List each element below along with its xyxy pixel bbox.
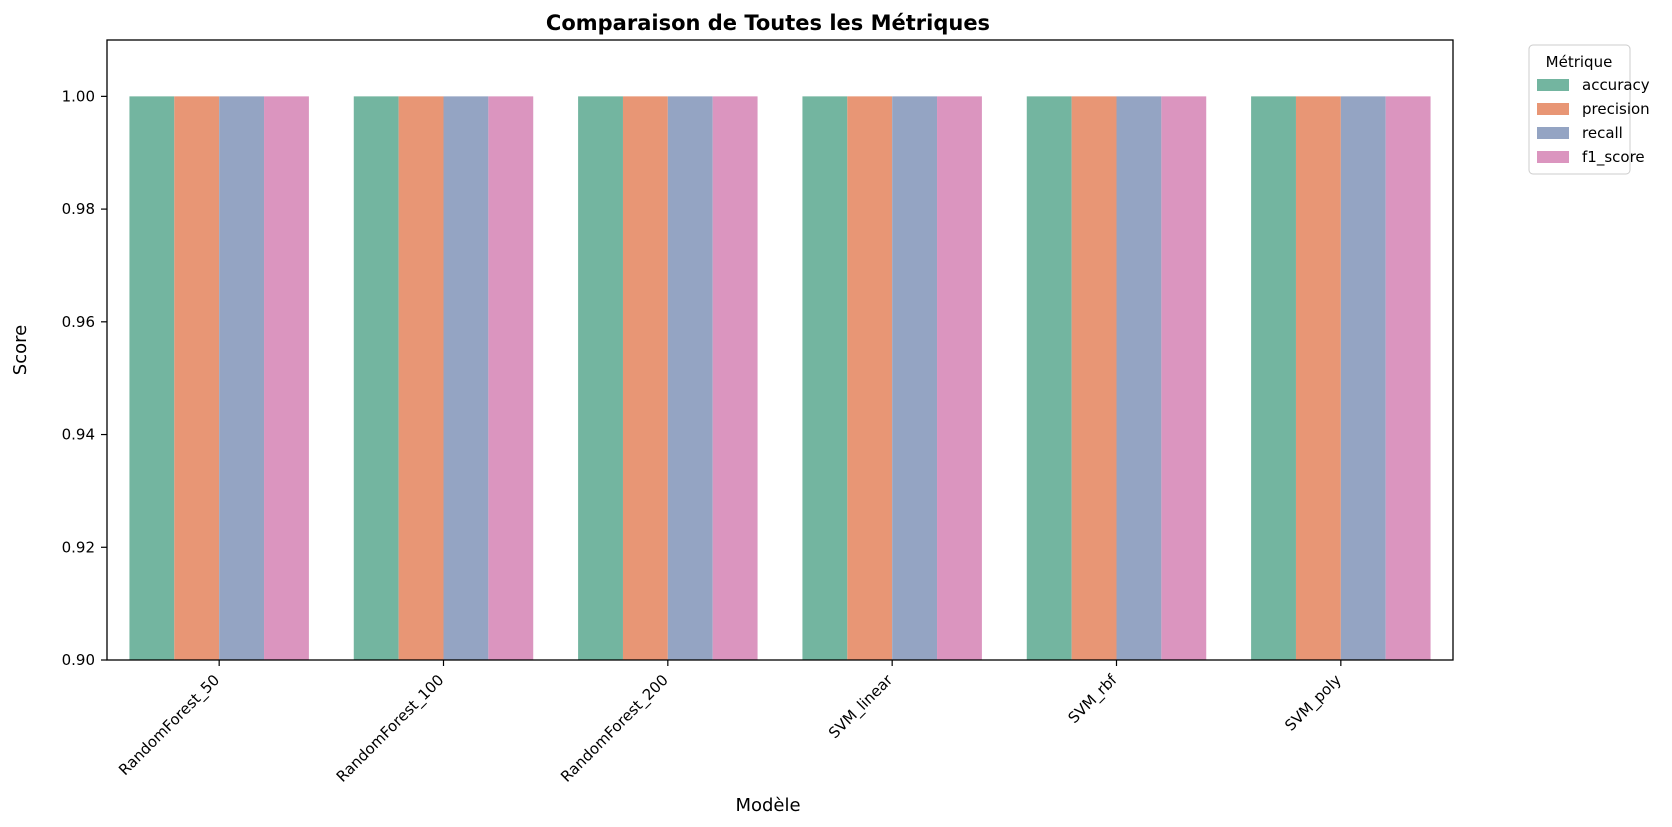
x-tick-label: SVM_poly — [1281, 671, 1345, 735]
x-tick-label: SVM_rbf — [1064, 670, 1121, 727]
bar-precision-SVM_poly — [1295, 96, 1341, 660]
x-tick-label: RandomForest_100 — [333, 671, 448, 786]
bar-accuracy-RandomForest_200 — [578, 96, 623, 660]
y-tick-label: 1.00 — [62, 87, 95, 105]
y-tick-label: 0.92 — [62, 538, 95, 556]
bar-recall-RandomForest_100 — [443, 96, 489, 660]
bar-accuracy-RandomForest_50 — [129, 96, 175, 660]
x-axis-title: Modèle — [735, 795, 800, 816]
x-tick-label: SVM_linear — [825, 670, 897, 742]
bar-f1_score-RandomForest_100 — [488, 96, 534, 660]
bar-precision-RandomForest_100 — [398, 96, 444, 660]
plot-frame — [106, 39, 1454, 661]
y-axis: 0.90 0.92 0.94 0.96 0.98 1.00 — [62, 87, 107, 669]
bar-f1_score-SVM_rbf — [1161, 96, 1207, 660]
y-tick-label: 0.94 — [62, 426, 95, 444]
bar-recall-RandomForest_50 — [219, 96, 265, 660]
bar-f1_score-RandomForest_200 — [712, 96, 758, 660]
bar-precision-RandomForest_200 — [622, 96, 668, 660]
legend: Métrique accuracy precision recall f1_score — [1528, 44, 1650, 175]
bar-precision-SVM_linear — [847, 96, 893, 660]
legend-swatch-f1_score — [1537, 151, 1569, 163]
legend-swatch-recall — [1537, 127, 1569, 139]
bar-accuracy-SVM_poly — [1251, 96, 1296, 660]
bar-precision-RandomForest_50 — [174, 96, 220, 660]
legend-title: Métrique — [1546, 53, 1613, 71]
x-axis: RandomForest_50 RandomForest_100 RandomFor… — [115, 660, 1346, 786]
bar-recall-SVM_rbf — [1116, 96, 1162, 660]
bar-recall-SVM_poly — [1340, 96, 1386, 660]
x-tick-label: RandomForest_200 — [557, 671, 672, 786]
legend-label-precision: precision — [1582, 100, 1650, 118]
legend-swatch-precision — [1537, 103, 1569, 115]
bar-recall-RandomForest_200 — [667, 96, 713, 660]
bar-f1_score-SVM_linear — [937, 96, 982, 660]
bar-f1_score-SVM_poly — [1385, 96, 1431, 660]
bar-accuracy-SVM_rbf — [1026, 96, 1072, 660]
bar-accuracy-RandomForest_100 — [353, 96, 399, 660]
legend-label-recall: recall — [1582, 124, 1623, 142]
legend-swatch-accuracy — [1537, 79, 1569, 91]
y-tick-label: 0.96 — [62, 313, 95, 331]
bars-group — [129, 96, 1431, 660]
x-tick-label: RandomForest_50 — [115, 671, 224, 780]
y-axis-title: Score — [10, 325, 31, 375]
legend-label-accuracy: accuracy — [1582, 76, 1650, 94]
bar-f1_score-RandomForest_50 — [264, 96, 309, 660]
bar-accuracy-SVM_linear — [802, 96, 848, 660]
chart-title: Comparaison de Toutes les Métriques — [546, 11, 990, 35]
legend-label-f1_score: f1_score — [1582, 148, 1645, 167]
bar-recall-SVM_linear — [892, 96, 938, 660]
bar-precision-SVM_rbf — [1071, 96, 1117, 660]
y-tick-label: 0.98 — [62, 200, 95, 218]
y-tick-label: 0.90 — [62, 651, 95, 669]
legend-box — [1528, 44, 1631, 175]
